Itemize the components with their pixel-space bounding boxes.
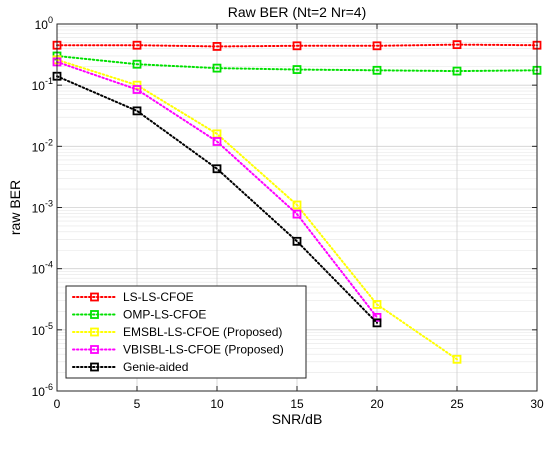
- data-point-marker: [452, 40, 462, 50]
- data-point-marker: [212, 164, 222, 174]
- x-tick-label: 15: [290, 397, 304, 411]
- legend-label: Genie-aided: [123, 360, 188, 374]
- series-line: [56, 43, 538, 48]
- ticks: 0 5 10 15 20 25 30 10-6 10-5 10-4 10-3 10-2 10-1 100: [32, 15, 544, 411]
- legend-marker: [90, 292, 99, 302]
- data-point-marker: [132, 106, 142, 116]
- legend-marker: [90, 310, 99, 319]
- data-point-marker: [132, 59, 142, 69]
- legend-label: LS-LS-CFOE: [123, 290, 194, 304]
- data-point-marker: [132, 85, 142, 94]
- legend-item: LS-LS-CFOE: [72, 290, 194, 304]
- series-line: [56, 60, 378, 319]
- series-line: [56, 58, 458, 361]
- x-axis-title: SNR/dB: [272, 411, 323, 427]
- legend-label: EMSBL-LS-CFOE (Proposed): [123, 325, 282, 339]
- data-point-marker: [292, 209, 302, 219]
- data-point-marker: [292, 200, 302, 210]
- y-tick-label: 10-1: [32, 76, 53, 93]
- chart-title: Raw BER (Nt=2 Nr=4): [228, 4, 366, 20]
- data-point-marker: [292, 65, 302, 74]
- x-tick-label: 20: [370, 397, 384, 411]
- x-tick-label: 10: [210, 397, 224, 411]
- series-4: [52, 71, 382, 328]
- legend-item: VBISBL-LS-CFOE (Proposed): [72, 343, 284, 357]
- data-point-marker: [212, 137, 222, 146]
- series-line: [56, 75, 378, 324]
- x-tick-label: 0: [54, 397, 61, 411]
- legend-label: OMP-LS-CFOE: [123, 308, 206, 322]
- y-axis-title: raw BER: [7, 180, 23, 235]
- y-tick-label: 10-3: [32, 199, 53, 216]
- y-tick-label: 10-6: [32, 382, 53, 399]
- data-point-marker: [372, 300, 382, 309]
- data-point-marker: [372, 312, 382, 322]
- x-tick-label: 30: [530, 397, 544, 411]
- x-tick-label: 5: [134, 397, 141, 411]
- data-point-marker: [212, 42, 222, 51]
- data-point-marker: [372, 65, 382, 75]
- legend-marker: [90, 362, 99, 372]
- data-point-marker: [292, 236, 302, 246]
- y-tick-label: 100: [35, 15, 53, 32]
- legend-item: Genie-aided: [72, 360, 188, 374]
- legend-label: VBISBL-LS-CFOE (Proposed): [123, 343, 284, 357]
- y-tick-label: 10-5: [32, 321, 53, 338]
- data-point-marker: [372, 318, 382, 328]
- series-line: [56, 54, 538, 73]
- data-point-marker: [132, 40, 142, 50]
- legend: LS-LS-CFOE OMP-LS-CFOE EMSBL-LS-CFOE (Prop…: [65, 285, 307, 379]
- data-point-marker: [452, 354, 462, 364]
- legend-marker: [90, 345, 99, 354]
- y-tick-label: 10-2: [32, 137, 53, 154]
- legend-marker: [90, 327, 99, 337]
- data-point-marker: [292, 41, 302, 51]
- data-point-marker: [212, 63, 222, 73]
- data-point-marker: [372, 41, 382, 51]
- legend-item: EMSBL-LS-CFOE (Proposed): [72, 325, 282, 339]
- y-tick-label: 10-4: [32, 260, 53, 277]
- legend-item: OMP-LS-CFOE: [72, 308, 206, 322]
- x-tick-label: 25: [450, 397, 464, 411]
- data-point-marker: [452, 66, 462, 76]
